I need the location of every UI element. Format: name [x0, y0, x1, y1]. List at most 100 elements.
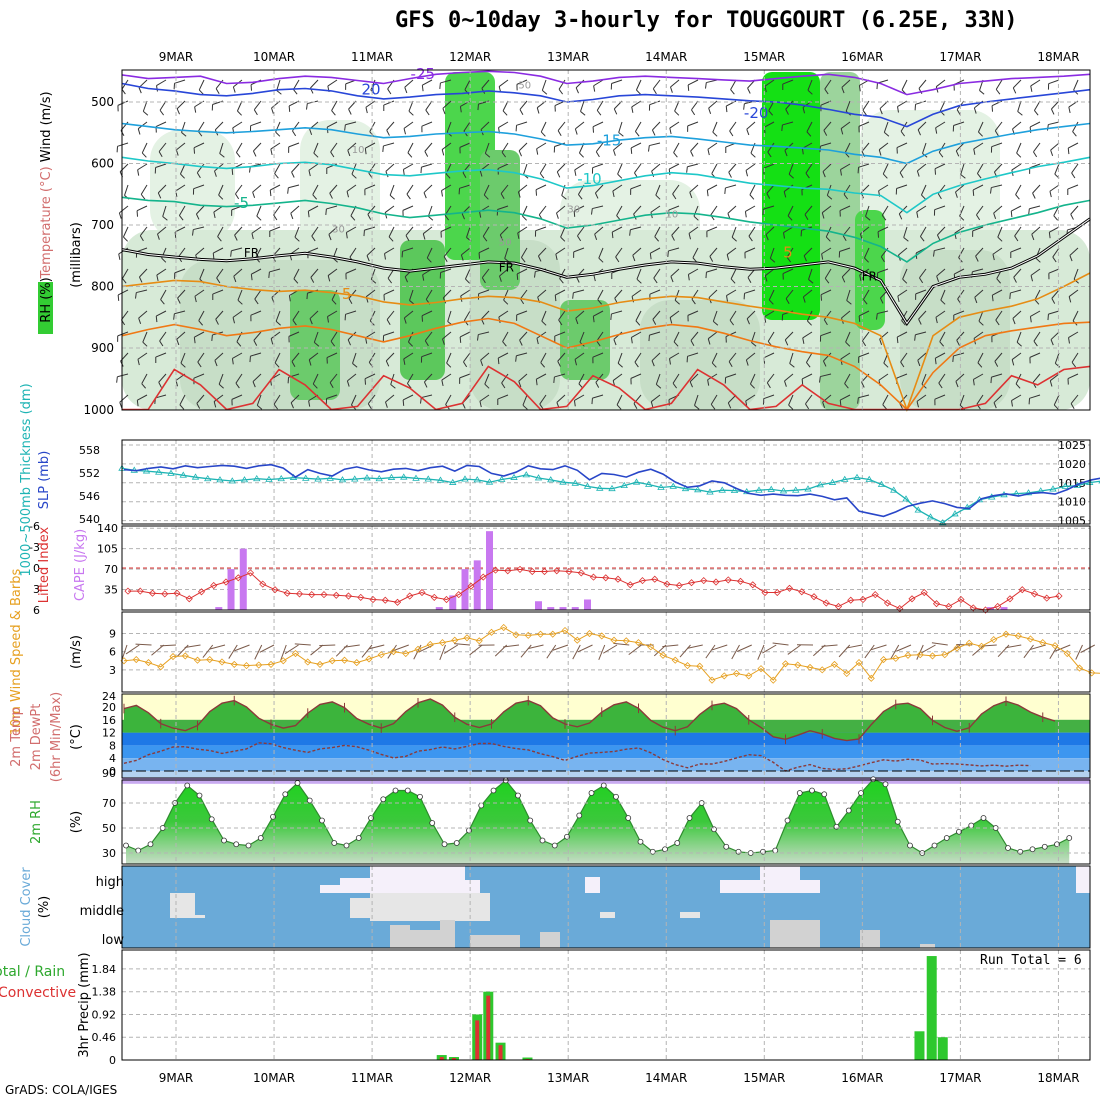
- wind-barb-flag: [175, 149, 179, 156]
- wind-barb-flag: [292, 130, 297, 137]
- wind-barb: [1017, 100, 1022, 112]
- wind-barb-flag: [673, 152, 678, 158]
- wind-barb-flag: [177, 297, 181, 304]
- wind-barb-flag: [952, 355, 954, 362]
- wind-barb: [142, 100, 148, 112]
- wind-barb: [421, 394, 433, 399]
- thickness-marker: [939, 518, 947, 526]
- wind-barb-flag: [577, 235, 582, 242]
- grads-credit: GrADS: COLA/IGES: [5, 1083, 118, 1097]
- wind-barb-flag: [141, 383, 147, 389]
- y-tick-cape: 70: [104, 563, 118, 576]
- wind-barb-flag: [194, 106, 197, 113]
- wind-barb: [308, 352, 319, 361]
- wind-barb-flag: [441, 149, 445, 156]
- temp-band: [122, 771, 1090, 778]
- rh-marker: [515, 792, 521, 799]
- rh-marker: [417, 793, 423, 800]
- wind-barb: [440, 226, 452, 233]
- rh-marker: [490, 787, 497, 794]
- wind-barb: [345, 268, 357, 274]
- wind-barb: [878, 184, 889, 192]
- wind-barb: [744, 247, 756, 253]
- wind-barb-flag: [573, 400, 576, 407]
- cloud-axis-label: Cloud Cover: [19, 867, 34, 947]
- wind-barb: [846, 289, 851, 301]
- wind-barb: [369, 310, 376, 322]
- wind-barb-flag: [219, 153, 225, 158]
- wind-barb-flag: [517, 191, 521, 198]
- wind-barb-flag: [408, 110, 414, 116]
- wind-barb: [555, 247, 566, 255]
- surface-wind-barb: [343, 644, 360, 648]
- wind-barb-flag: [989, 187, 992, 194]
- thickness-marker: [816, 481, 824, 488]
- wind-barb-flag: [673, 341, 679, 347]
- wind-barb: [365, 331, 376, 339]
- wind-barb-flag: [920, 236, 925, 242]
- wind-barb-flag: [503, 299, 509, 305]
- li-marker: [687, 579, 696, 587]
- surface-wind-barb: [931, 642, 948, 646]
- wind-barb-flag: [580, 111, 586, 116]
- wind-barb-flag: [522, 215, 527, 221]
- wind-barb: [1013, 268, 1022, 278]
- wind-barb-flag: [389, 194, 395, 200]
- x-tick-bottom: 17MAR: [939, 1071, 981, 1085]
- wind-barb: [936, 268, 946, 277]
- wind-barb-flag: [364, 148, 367, 155]
- wind-barb-flag: [442, 338, 445, 345]
- wind-barb: [327, 310, 338, 318]
- wind-barb-flag: [535, 379, 538, 386]
- wind-barb: [858, 352, 870, 358]
- wind-barb: [803, 289, 813, 298]
- y-tick-temp: 20: [102, 701, 116, 714]
- wind-barb: [409, 289, 414, 301]
- wind-barb-flag: [632, 255, 636, 262]
- wind-barb-flag: [576, 276, 580, 283]
- wind-barb: [973, 373, 984, 380]
- wind-barb-flag: [554, 295, 557, 302]
- wind-barb: [252, 184, 262, 193]
- pressure-axis-label-part: (millibars): [69, 222, 84, 288]
- wind-barb: [141, 373, 148, 384]
- wind-barb: [787, 205, 794, 217]
- wind-barb: [935, 310, 946, 318]
- wind-barb-flag: [801, 148, 804, 155]
- wind-barb: [1053, 394, 1060, 406]
- wind-barb: [461, 247, 471, 256]
- rh-marker: [135, 847, 142, 854]
- wind-speed-marker: [1026, 635, 1035, 643]
- wind-barb: [1010, 247, 1022, 253]
- cape-bar: [215, 607, 223, 610]
- wind-barb: [253, 142, 262, 152]
- wind-barb-flag: [213, 211, 216, 219]
- wind-barb: [498, 79, 509, 87]
- cloud-low: [770, 920, 820, 948]
- wind-barb-flag: [767, 151, 772, 158]
- wind-barb-flag: [694, 405, 700, 410]
- wind-barb-flag: [1033, 151, 1038, 158]
- wind-barb: [729, 310, 737, 321]
- wind-barb: [407, 142, 414, 153]
- wind-barb: [710, 205, 718, 216]
- wind-barb: [782, 310, 794, 315]
- wind-barb: [922, 142, 927, 154]
- wind-barb: [977, 121, 984, 133]
- wind-barb: [121, 310, 129, 321]
- panel-frame: [121, 865, 1091, 949]
- wind-barb-flag: [594, 192, 599, 199]
- wind-barb: [484, 373, 490, 385]
- wind-barb: [482, 226, 490, 237]
- wind-barb-flag: [1011, 359, 1015, 366]
- wind-barb: [159, 331, 167, 342]
- wind-barb: [138, 310, 148, 319]
- wind-barb: [651, 352, 661, 361]
- rh-marker: [282, 791, 289, 798]
- precip-convective-label: Convective: [0, 985, 76, 1001]
- wind-barb-flag: [726, 254, 730, 261]
- thickness-marker: [841, 475, 849, 482]
- wind-barb: [383, 142, 395, 147]
- x-tick-top: 10MAR: [253, 50, 295, 64]
- wind-barb-flag: [841, 276, 846, 283]
